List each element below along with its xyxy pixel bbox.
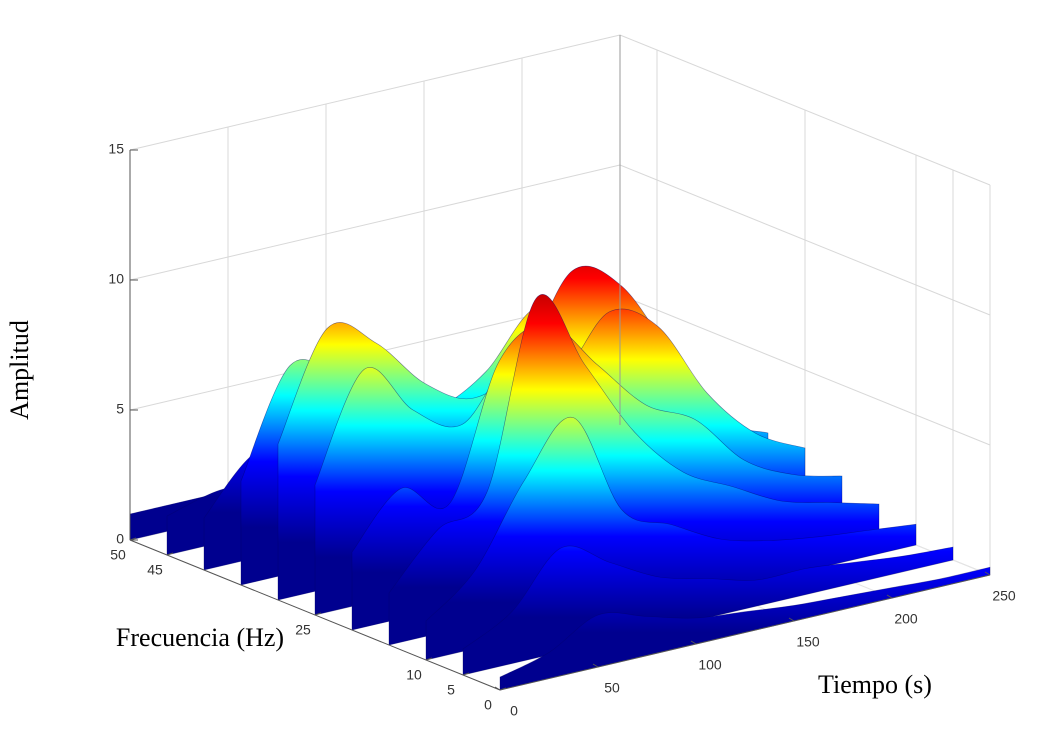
y-tick xyxy=(499,687,507,691)
x-axis xyxy=(499,574,991,691)
x-tick xyxy=(592,663,599,668)
y-tick xyxy=(425,657,433,661)
x-tick xyxy=(494,686,501,691)
x-tick xyxy=(788,617,795,622)
y-tick xyxy=(166,552,174,556)
y-tick-label: 25 xyxy=(295,622,311,638)
y-tick xyxy=(129,537,137,541)
x-tick-label: 100 xyxy=(698,657,722,673)
z-axis-label: Amplitud xyxy=(5,320,34,420)
y-tick-label: 45 xyxy=(147,562,163,578)
y-tick-label: 50 xyxy=(110,547,126,563)
grid-line xyxy=(129,34,621,151)
y-tick-label: 5 xyxy=(447,682,455,698)
z-tick-label: 15 xyxy=(108,141,124,157)
y-tick xyxy=(462,672,470,676)
x-tick-label: 200 xyxy=(894,611,918,627)
y-tick xyxy=(314,612,322,616)
x-axis-label: Tiempo (s) xyxy=(818,670,932,699)
x-tick-label: 50 xyxy=(604,680,620,696)
x-tick xyxy=(690,640,697,645)
z-tick-label: 10 xyxy=(108,271,124,287)
y-tick-label: 0 xyxy=(484,697,492,713)
x-tick-label: 250 xyxy=(992,588,1016,604)
y-axis-label: Frecuencia (Hz) xyxy=(116,623,284,652)
x-tick-label: 150 xyxy=(796,634,820,650)
x-tick xyxy=(984,571,991,576)
grid-line xyxy=(129,164,621,281)
x-tick-label: 0 xyxy=(510,703,518,719)
x-tick xyxy=(886,594,893,599)
z-tick-label: 5 xyxy=(116,401,124,417)
surface-ridge xyxy=(499,566,991,691)
y-tick-label: 10 xyxy=(406,667,422,683)
surface xyxy=(129,265,991,691)
z-tick-label: 0 xyxy=(116,531,124,547)
